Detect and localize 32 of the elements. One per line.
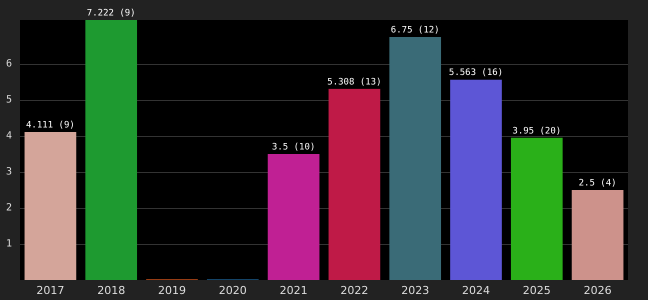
- x-tick-label: 2023: [401, 284, 430, 297]
- data-label: 6.75 (12): [390, 25, 440, 36]
- bar: [268, 154, 320, 280]
- x-tick-label: 2025: [522, 284, 551, 297]
- bar: [389, 36, 442, 280]
- data-label: 2.5 (4): [578, 178, 617, 188]
- x-tick-label: 2026: [584, 284, 612, 297]
- x-tick-label: 2019: [158, 284, 186, 297]
- x-tick-label: 2017: [36, 284, 64, 297]
- y-tick-label: 3: [6, 166, 12, 178]
- data-label: 7.222 (9): [86, 8, 136, 18]
- bar: [510, 138, 563, 280]
- bar: [85, 20, 138, 280]
- data-label: 5.563 (16): [448, 68, 504, 78]
- x-tick-label: 2018: [97, 284, 126, 297]
- y-tick-label: 1: [6, 238, 12, 250]
- x-tick-label: 2020: [218, 284, 247, 297]
- y-tick-label: 2: [6, 202, 12, 214]
- bar: [24, 132, 76, 280]
- data-label: 4.111 (9): [26, 120, 75, 130]
- bar: [572, 190, 624, 280]
- x-tick-label: 2021: [280, 284, 308, 297]
- y-tick-label: 6: [6, 58, 12, 70]
- x-tick-label: 2024: [462, 284, 490, 297]
- bar: [450, 80, 502, 280]
- x-tick-label: 2022: [340, 284, 368, 297]
- data-label: 3.5 (10): [272, 142, 316, 152]
- bar: [328, 88, 380, 280]
- data-label: 5.308 (13): [327, 77, 382, 88]
- y-tick-label: 5: [6, 94, 12, 106]
- data-label: 3.95 (20): [512, 126, 562, 136]
- y-tick-label: 4: [6, 130, 12, 142]
